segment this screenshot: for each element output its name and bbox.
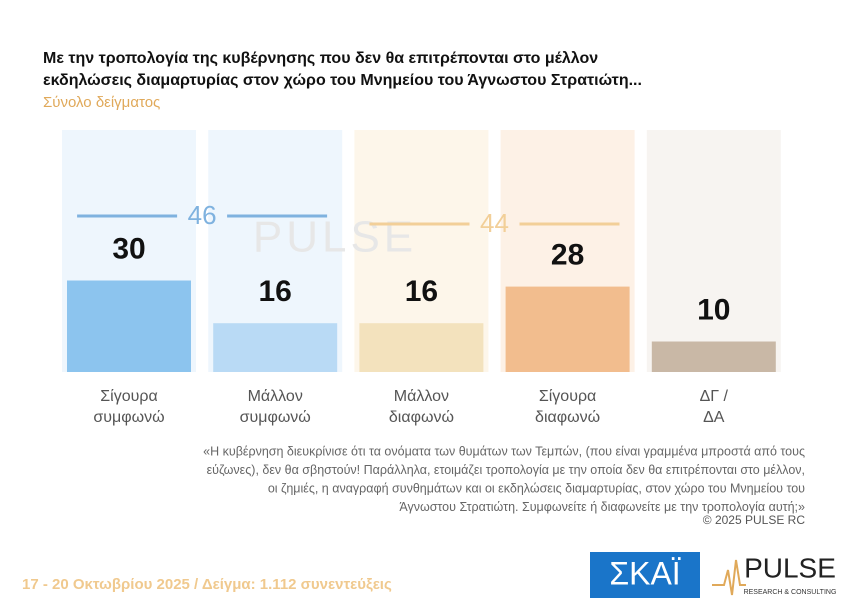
value-label: 16: [259, 275, 292, 308]
question-line: «Η κυβέρνηση διευκρίνισε ότι τα ονόματα …: [203, 444, 805, 458]
bar: [359, 323, 484, 372]
subtitle: Σύνολο δείγματος: [43, 94, 160, 111]
footer: 17 - 20 Οκτωβρίου 2025 / Δείγμα: 1.112 σ…: [22, 576, 392, 593]
skai-logo-box: [590, 552, 700, 598]
watermark: PULSE: [253, 213, 417, 262]
x-tick-label: Μάλλον συμφωνώ: [240, 388, 311, 426]
value-label: 30: [112, 232, 145, 265]
value-label: 10: [697, 293, 730, 326]
bar: [213, 323, 338, 372]
total-label: 46: [188, 200, 217, 230]
value-label: 28: [551, 239, 584, 272]
bar: [505, 286, 630, 372]
pulse-logo: PULSE: [744, 552, 836, 583]
bar: [67, 280, 191, 372]
panel: [646, 130, 781, 372]
x-tick-label: Σίγουρα συμφωνώ: [93, 388, 164, 426]
pulse-logo-sub: RESEARCH & CONSULTING: [744, 589, 837, 596]
value-label: 16: [405, 275, 438, 308]
x-tick-label: Μάλλον διαφωνώ: [389, 388, 454, 426]
pulse-logo-mark: [712, 559, 746, 596]
skai-logo: ΣΚΑΪ: [609, 555, 680, 591]
question-line: οι ζημιές, η αναγραφή συνθημάτων και οι …: [268, 481, 805, 495]
total-label: 44: [480, 208, 509, 238]
question-line: εύζωνες), δεν θα σβηστούν! Παράλληλα, ετ…: [207, 463, 805, 477]
question-line: Άγνωστου Στρατιώτη. Συμφωνείτε ή διαφωνε…: [399, 500, 805, 514]
x-tick-label: Σίγουρα διαφωνώ: [535, 388, 600, 426]
title-line: εκδηλώσεις διαμαρτυρίας στον χώρο του Μν…: [43, 72, 642, 89]
copyright: © 2025 PULSE RC: [703, 513, 806, 527]
title-line: Με την τροπολογία της κυβέρνησης που δεν…: [43, 50, 598, 67]
x-tick-label: ΔΓ / ΔΑ: [700, 388, 729, 426]
bar: [651, 341, 776, 372]
